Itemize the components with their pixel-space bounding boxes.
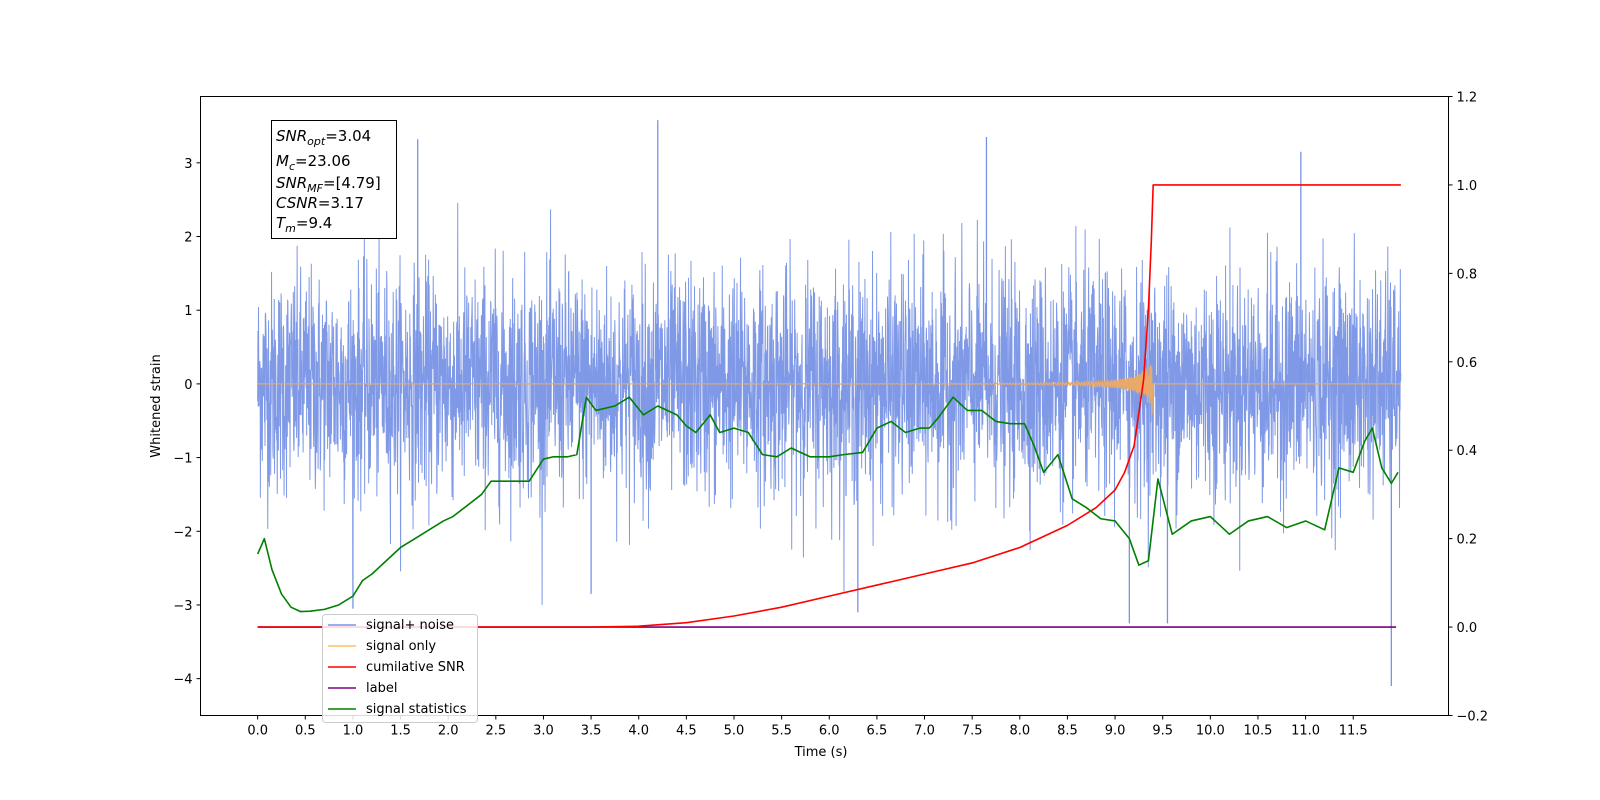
signal-noise-line <box>257 202 1402 605</box>
x-tick-label: 10.5 <box>1243 724 1272 739</box>
y-axis-ticks: 3 2 1 0 −1 −2 −3 −4 <box>173 157 201 688</box>
y2-tick-label: −0.2 <box>1457 710 1489 725</box>
legend-label-signal-statistics: signal statistics <box>366 702 467 717</box>
x-tick-label: 7.0 <box>914 724 935 739</box>
data-layer <box>256 120 1402 687</box>
annotation-snr-mf: SNRMF=[4.79] <box>276 174 381 195</box>
y-tick-label: −2 <box>173 525 192 540</box>
y2-tick-label: 0.0 <box>1457 621 1478 636</box>
series-signal-noise <box>257 120 1402 687</box>
x-tick-label: 8.0 <box>1009 724 1030 739</box>
legend-entry-cumulative-snr: cumilative SNR <box>328 660 465 675</box>
x-tick-label: 5.5 <box>771 724 792 739</box>
x-tick-label: 1.0 <box>343 724 364 739</box>
signal-only-line <box>257 364 1401 415</box>
y-tick-label: 1 <box>184 304 192 319</box>
y2-tick-label: 1.2 <box>1457 91 1478 106</box>
legend-entry-signal-only: signal only <box>328 639 436 654</box>
y-tick-label: −1 <box>173 452 192 467</box>
legend-frame <box>322 614 478 723</box>
y-tick-label: −4 <box>173 673 192 688</box>
y2-tick-label: 0.6 <box>1457 356 1478 371</box>
x-tick-label: 6.0 <box>819 724 840 739</box>
x-tick-label: 3.5 <box>581 724 602 739</box>
y2-tick-label: 0.4 <box>1457 444 1478 459</box>
annotation-frame <box>271 120 397 239</box>
x-tick-label: 5.0 <box>724 724 745 739</box>
x-tick-label: 3.0 <box>533 724 554 739</box>
x-axis-label: Time (s) <box>794 745 848 760</box>
x-tick-label: 0.5 <box>295 724 316 739</box>
legend-entry-signal-statistics: signal statistics <box>328 702 467 717</box>
x-tick-label: 4.5 <box>676 724 697 739</box>
annotation-box: SNRopt=3.04 Mc=23.06 SNRMF=[4.79] CSNR=3… <box>271 120 397 239</box>
y2-tick-label: 0.2 <box>1457 533 1478 548</box>
legend-label-signal-noise: signal+ noise <box>366 618 454 633</box>
y2-tick-label: 0.8 <box>1457 267 1478 282</box>
annotation-snr-opt: SNRopt=3.04 <box>276 127 371 148</box>
y-tick-label: −3 <box>173 599 192 614</box>
y2-axis-ticks: 1.2 1.0 0.8 0.6 0.4 0.2 0.0 −0.2 <box>1448 91 1489 725</box>
y-tick-label: 0 <box>184 378 192 393</box>
legend-entry-label: label <box>328 681 397 696</box>
y-tick-label: 3 <box>184 157 192 172</box>
legend-label-cumulative-snr: cumilative SNR <box>366 660 465 675</box>
legend-entry-signal-noise: signal+ noise <box>328 618 454 633</box>
x-tick-label: 11.0 <box>1291 724 1320 739</box>
x-tick-label: 8.5 <box>1057 724 1078 739</box>
plot-frame <box>200 96 1449 716</box>
x-tick-label: 7.5 <box>962 724 983 739</box>
y-axis-label: Whitened strain <box>149 354 164 457</box>
y2-tick-label: 1.0 <box>1457 179 1478 194</box>
x-tick-label: 2.0 <box>438 724 459 739</box>
x-tick-label: 9.0 <box>1105 724 1126 739</box>
legend-label-signal-only: signal only <box>366 639 436 654</box>
x-tick-label: 1.5 <box>390 724 411 739</box>
cumulative-snr-line <box>257 184 1401 628</box>
legend: signal+ noise signal only cumilative SNR… <box>322 614 478 723</box>
annotation-tm: Tm=9.4 <box>276 214 332 235</box>
x-tick-label: 2.5 <box>485 724 506 739</box>
signal-statistics-line <box>256 396 1399 613</box>
y-tick-label: 2 <box>184 231 192 246</box>
x-tick-label: 10.0 <box>1196 724 1225 739</box>
annotation-csnr: CSNR=3.17 <box>276 194 364 212</box>
x-axis-ticks: 0.0 0.5 1.0 1.5 2.0 2.5 3.0 3.5 4.0 4.5 5.0 5.5 6.0 6… <box>247 715 1368 739</box>
annotation-mc: Mc=23.06 <box>276 152 351 173</box>
x-tick-label: 4.0 <box>628 724 649 739</box>
x-tick-label: 9.5 <box>1152 724 1173 739</box>
x-tick-label: 6.5 <box>867 724 888 739</box>
legend-label-label: label <box>366 681 397 696</box>
x-tick-label: 0.0 <box>247 724 268 739</box>
x-tick-label: 11.5 <box>1339 724 1368 739</box>
